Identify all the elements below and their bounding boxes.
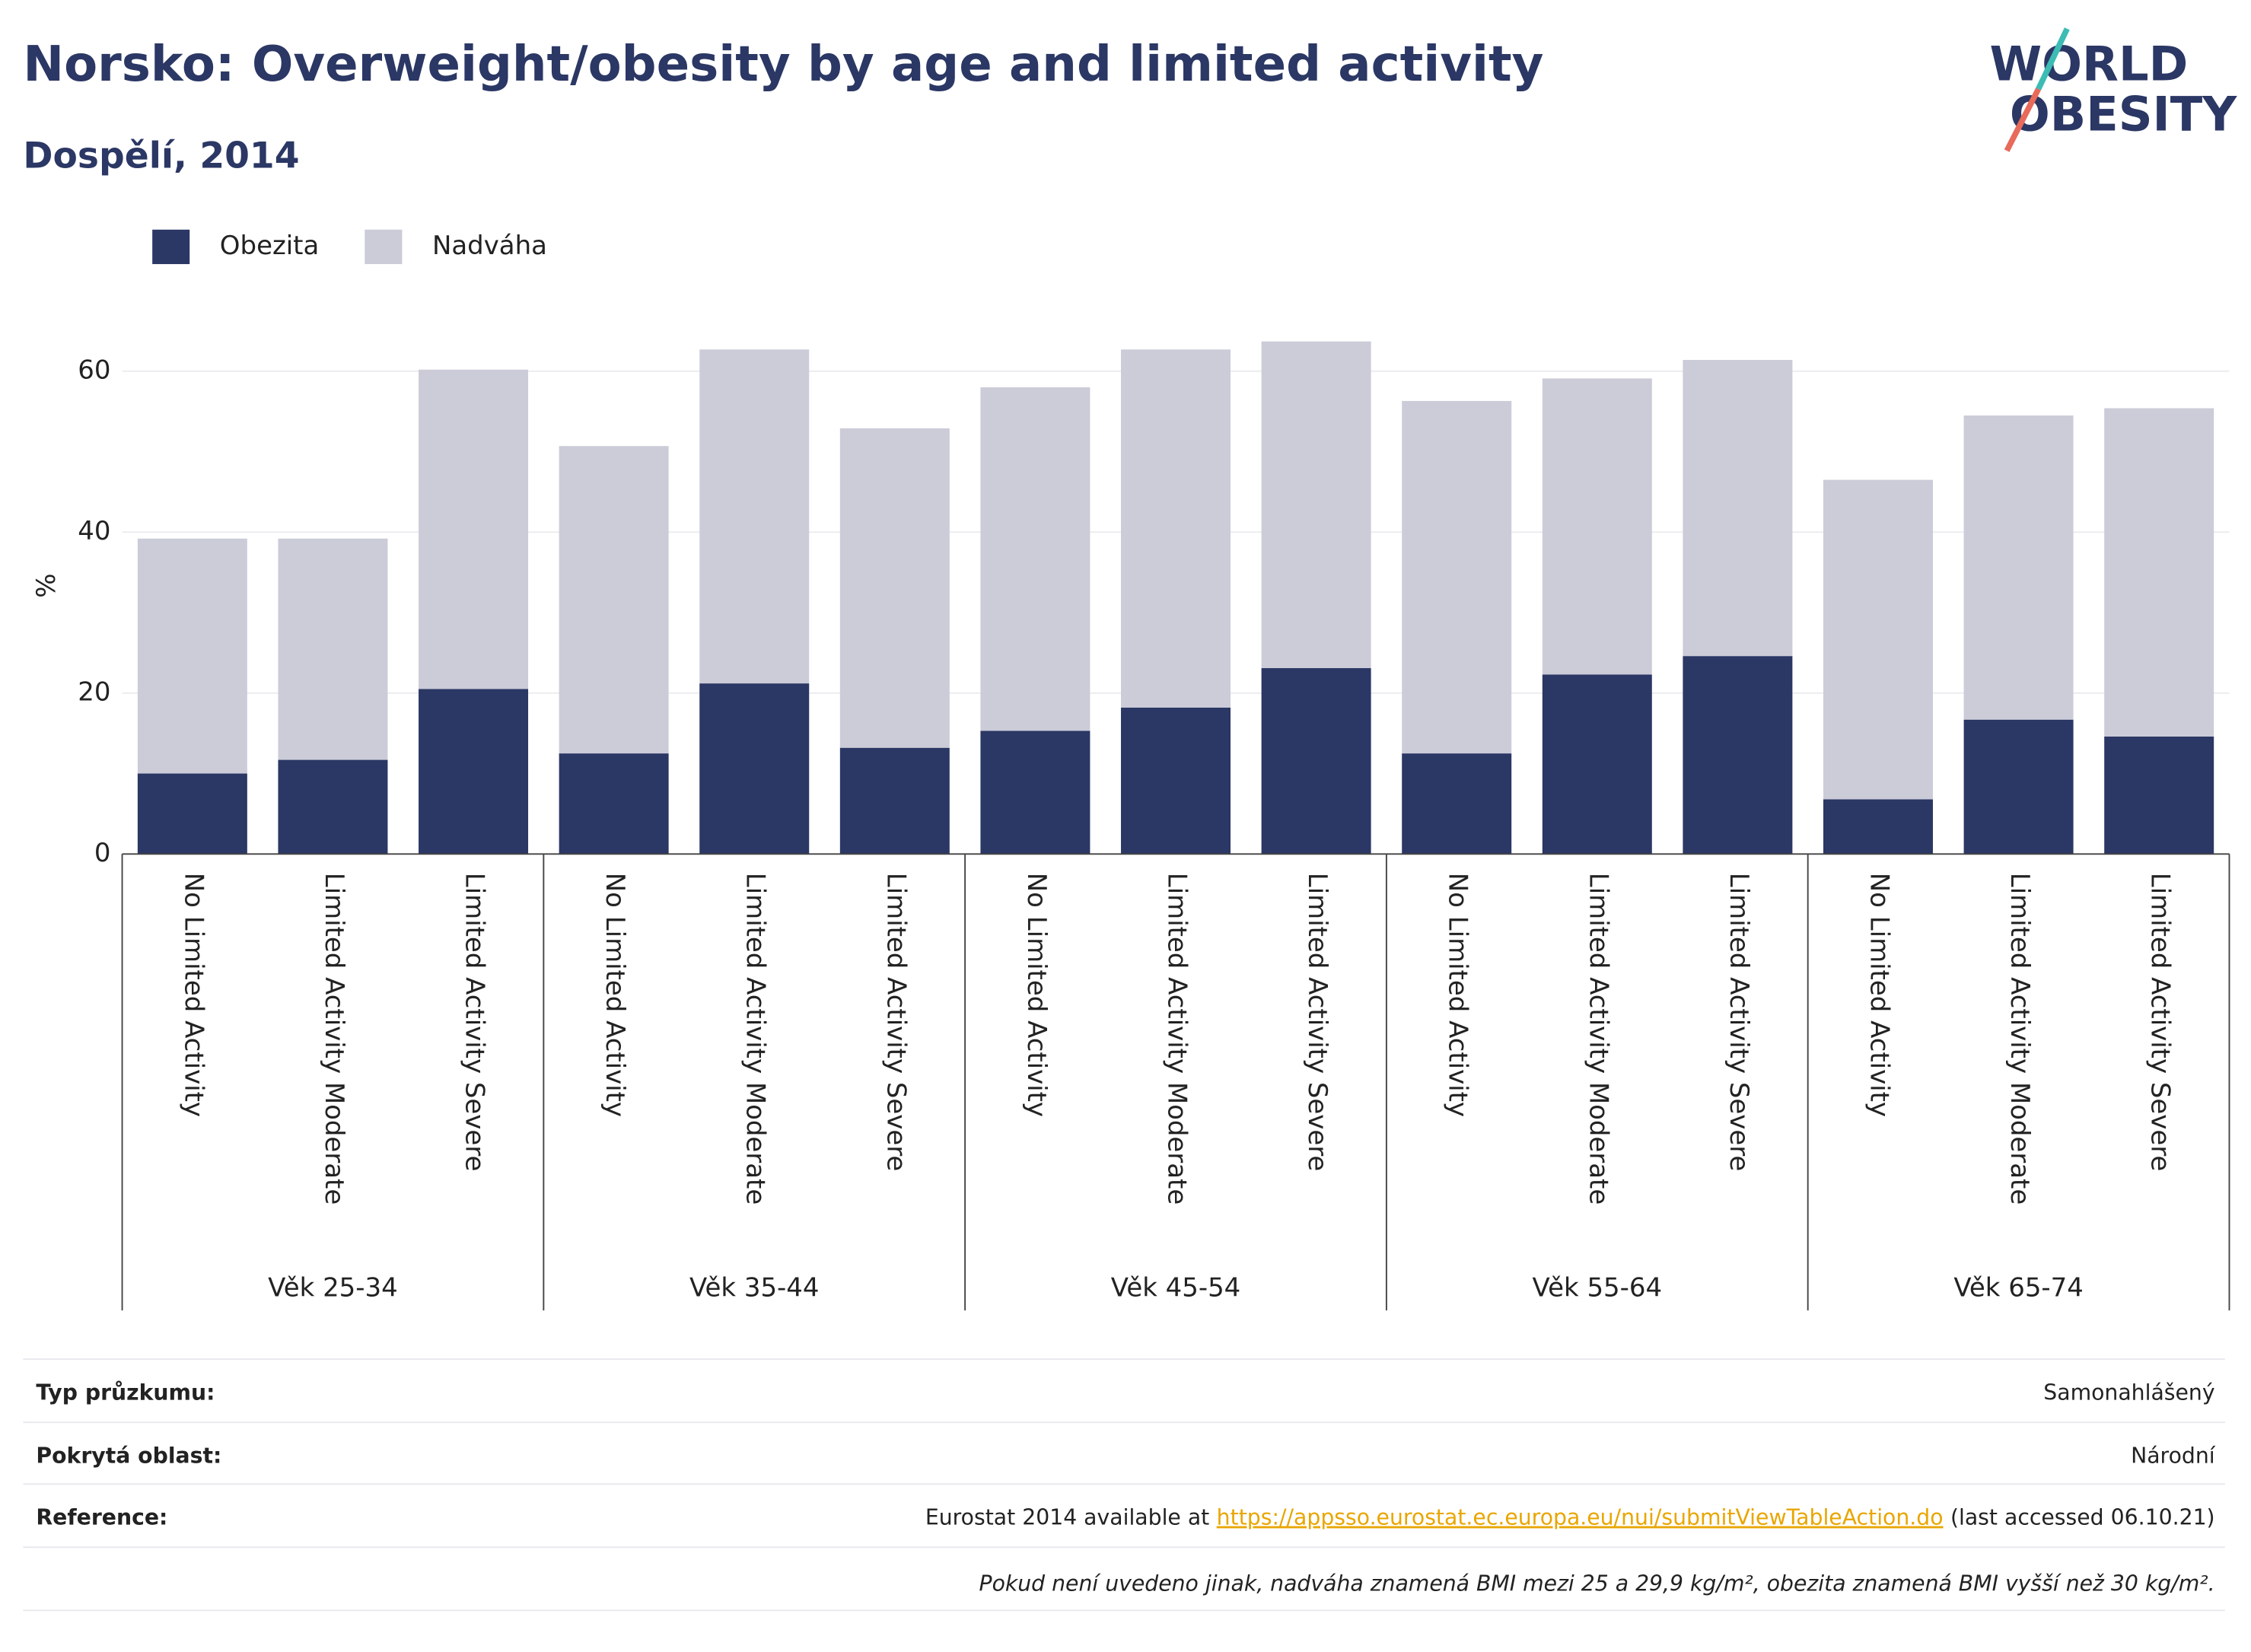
- logo-slash: [2036, 27, 2070, 91]
- legend-swatch: [365, 229, 403, 265]
- reference-suffix: (last accessed 06.10.21): [1950, 1505, 2215, 1530]
- group-label: Věk 35-44: [689, 1272, 820, 1303]
- group-label: Věk 55-64: [1533, 1272, 1663, 1303]
- x-tick-label: Limited Activity Moderate: [1583, 873, 1613, 1205]
- legend-label: Nadváha: [432, 231, 547, 261]
- reference-link[interactable]: https://appsso.eurostat.ec.europa.eu/nui…: [1217, 1505, 1944, 1530]
- bar-segment: [1542, 378, 1652, 675]
- footer: Typ průzkumu: Samonahlášený Pokrytá obla…: [23, 1358, 2225, 1612]
- group-label: Věk 25-34: [268, 1272, 398, 1303]
- x-tick-label: No Limited Activity: [178, 873, 209, 1117]
- bar-segment: [1683, 656, 1793, 855]
- y-tick-label: 20: [78, 676, 110, 707]
- bar-segment: [1121, 707, 1231, 855]
- bar-segment: [2104, 408, 2214, 737]
- bar-segment: [1963, 719, 2074, 855]
- x-tick-label: Limited Activity Severe: [460, 873, 490, 1172]
- legend-label: Obezita: [220, 231, 319, 261]
- bar-segment: [137, 538, 247, 774]
- bar-segment: [1683, 360, 1793, 657]
- bar-segment: [559, 446, 669, 754]
- x-tick-label: Limited Activity Moderate: [1162, 873, 1192, 1205]
- bar-segment: [278, 759, 388, 855]
- row-label: Reference:: [36, 1505, 167, 1530]
- bar-segment: [980, 731, 1090, 855]
- bar-segment: [419, 369, 529, 689]
- bar-segment: [980, 387, 1090, 731]
- bar-segment: [839, 428, 950, 748]
- bar-segment: [1261, 341, 1371, 669]
- x-tick-label: No Limited Activity: [1021, 873, 1052, 1117]
- chart-subtitle: Dospělí, 2014: [23, 135, 299, 177]
- bar-segment: [419, 689, 529, 855]
- bar-segment: [278, 538, 388, 760]
- x-tick-label: No Limited Activity: [600, 873, 630, 1117]
- row-value: Národní: [2131, 1443, 2216, 1468]
- note: Pokud není uvedeno jinak, nadváha znamen…: [979, 1571, 2215, 1596]
- bar-segment: [1542, 674, 1652, 855]
- bar-segment: [137, 773, 247, 855]
- y-tick-label: 40: [78, 516, 110, 546]
- x-tick-label: No Limited Activity: [1864, 873, 1894, 1117]
- y-tick-label: 0: [94, 838, 111, 868]
- logo-slash: [2004, 88, 2041, 152]
- group-label: Věk 65-74: [1953, 1272, 2084, 1303]
- bar-segment: [2104, 736, 2214, 855]
- y-tick-label: 60: [78, 355, 110, 385]
- reference-prefix: Eurostat 2014 available at: [925, 1505, 1209, 1530]
- y-axis-label: %: [31, 573, 62, 597]
- x-tick-label: Limited Activity Moderate: [2004, 873, 2035, 1205]
- x-tick-label: No Limited Activity: [1443, 873, 1473, 1117]
- bar-segment: [1823, 479, 1933, 800]
- logo-line2: OBESITY: [2010, 87, 2237, 142]
- x-tick-label: Limited Activity Moderate: [740, 873, 771, 1205]
- bar-segment: [559, 753, 669, 855]
- row-label: Pokrytá oblast:: [36, 1443, 221, 1468]
- x-tick-label: Limited Activity Severe: [880, 873, 911, 1172]
- group-label: Věk 45-54: [1111, 1272, 1241, 1303]
- bar-segment: [1823, 799, 1933, 855]
- row-value: Samonahlášený: [2043, 1380, 2214, 1405]
- bar-segment: [699, 349, 810, 684]
- x-tick-label: Limited Activity Severe: [1302, 873, 1332, 1172]
- bar-segment: [839, 747, 950, 855]
- logo-line1: WORLD: [1989, 37, 2188, 92]
- bar-segment: [1261, 668, 1371, 855]
- bar-segment: [699, 683, 810, 855]
- reference: Eurostat 2014 available at https://appsso…: [925, 1505, 2215, 1530]
- bar-segment: [1963, 415, 2074, 720]
- x-tick-label: Limited Activity Severe: [2145, 873, 2176, 1172]
- bar-segment: [1402, 400, 1512, 754]
- x-tick-label: Limited Activity Severe: [1724, 873, 1754, 1172]
- bar-segment: [1121, 349, 1231, 708]
- chart-title: Norsko: Overweight/obesity by age and li…: [23, 36, 1543, 93]
- row-label: Typ průzkumu:: [36, 1380, 215, 1405]
- x-tick-label: Limited Activity Moderate: [319, 873, 349, 1205]
- legend-swatch: [152, 229, 190, 265]
- bar-segment: [1402, 753, 1512, 855]
